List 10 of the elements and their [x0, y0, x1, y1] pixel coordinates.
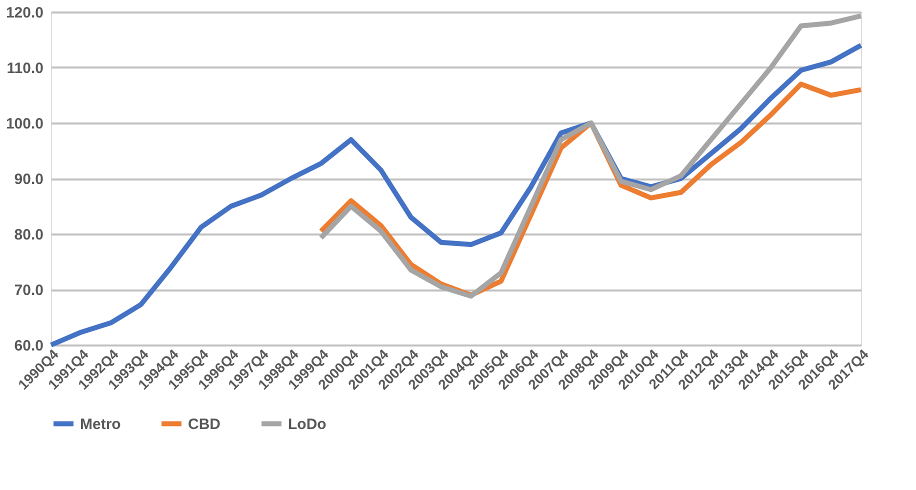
y-tick-label: 70.0	[14, 282, 44, 299]
y-tick-label: 60.0	[14, 338, 44, 354]
legend-label: LoDo	[288, 416, 326, 433]
y-tick-label: 110.0	[6, 60, 44, 77]
y-tick-label: 80.0	[14, 226, 44, 244]
y-tick-label: 100.0	[6, 116, 44, 132]
y-tick-label: 120.0	[6, 4, 44, 22]
legend-label: CBD	[188, 416, 221, 433]
y-tick-label: 90.0	[14, 171, 44, 188]
legend-label: Metro	[80, 416, 121, 433]
